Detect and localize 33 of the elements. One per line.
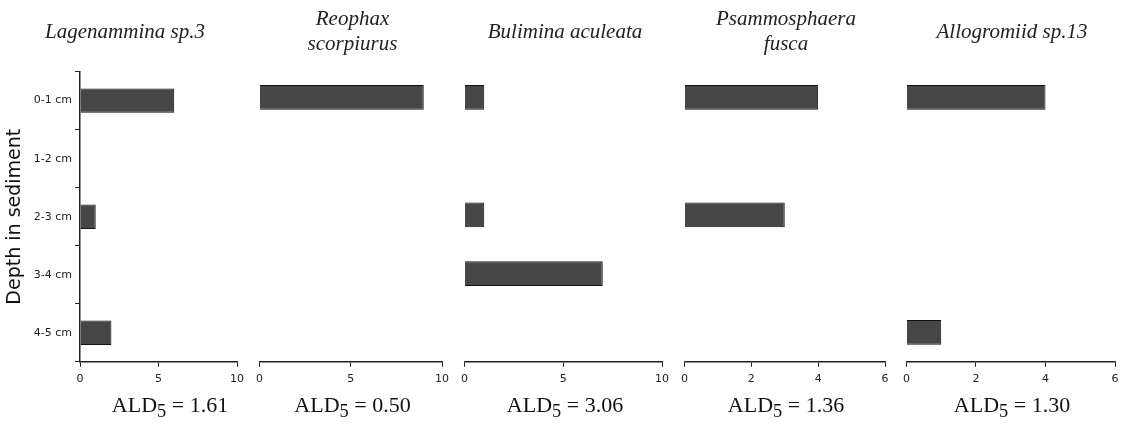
y-tick-label: 4-5 cm [33,325,73,339]
x-tick-label: 10 [435,372,449,386]
y-tick-label: 3-4 cm [33,267,73,281]
text: ALD$_{5}$ = 1.36 [726,392,846,423]
x-tick-label: 0 [681,372,688,386]
x-tick-label: 2 [972,372,980,386]
x-tick-label: 0 [256,372,263,386]
x-tick-label: 4 [814,372,822,386]
y-tick-label: 2-3 cm [33,209,73,223]
x-tick-label: 10 [230,372,244,386]
text: ALD$_{5}$ = 0.50 [293,392,412,423]
chart-title: Reophax scorpiurus [306,5,399,57]
x-tick-label: 4 [1042,372,1049,386]
y-axis-title: Depth in sediment [2,128,25,305]
text: ALD$_{5}$ = 3.06 [505,392,625,423]
text: ALD$_{5}$ = 1.30 [952,392,1072,423]
chart-title: Bulimina aculeata [486,17,644,45]
x-tick-label: 10 [655,372,669,386]
y-tick-label: 1-2 cm [33,151,73,165]
chart-title: Lagenammina sp.3 [44,17,206,45]
x-tick-label: 6 [1111,372,1119,386]
y-tick-label: 0-1 cm [33,93,73,107]
chart-title: Allogromiid sp.13 [934,17,1089,45]
text: ALD$_{5}$ = 1.61 [110,392,230,423]
x-tick-label: 0 [903,372,910,386]
x-tick-label: 6 [881,372,889,386]
x-tick-label: 5 [559,372,567,386]
chart-title: Psammosphaera fusca [715,5,857,57]
x-tick-label: 0 [76,372,84,386]
x-tick-label: 5 [155,372,163,386]
x-tick-label: 2 [747,372,755,386]
x-tick-label: 0 [461,372,468,386]
x-tick-label: 5 [347,372,355,386]
